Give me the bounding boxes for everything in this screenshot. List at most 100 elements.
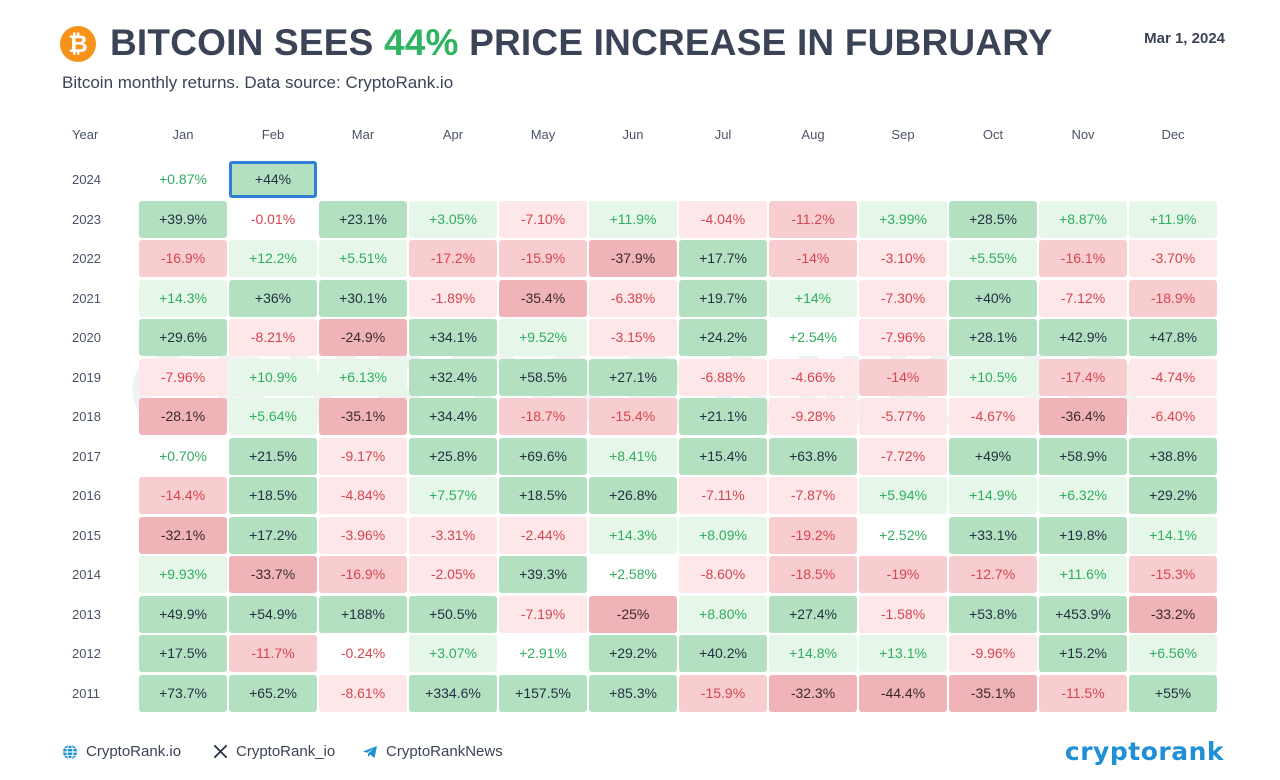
return-cell-2017-jan: +0.70% [159,447,207,464]
return-cell-2014-dec: -15.3% [1129,556,1217,593]
return-cell-2016-jan: -14.4% [139,477,227,514]
return-cell-2023-nov: +8.87% [1039,200,1127,238]
return-cell-2014-jan: +9.93% [139,556,227,593]
return-cell-2013-apr: +50.5% [409,595,497,633]
return-cell-2015-oct: +33.1% [949,516,1037,554]
return-cell-2018-jul: +21.1% [679,398,767,435]
return-cell-2014-nov: +11.6% [1039,556,1127,593]
return-cell-2011-sep: -44.4% [859,674,947,712]
header-month-feb: Feb [261,127,285,142]
return-cell-2017-jun: +8.41% [589,437,677,475]
return-cell-2013-dec: -33.2% [1129,595,1217,633]
return-cell-2021-jan: +14.3% [139,279,227,317]
return-cell-2019-nov: -17.4% [1039,358,1127,396]
header-month-oct: Oct [982,127,1004,142]
return-cell-2019-feb: +10.9% [229,358,317,396]
return-cell-2013-jan: +49.9% [139,595,227,633]
return-cell-2020-may: +9.52% [499,319,587,356]
row-year-2022: 2022 [72,251,101,266]
return-cell-2016-mar: -4.84% [319,477,407,514]
return-cell-2016-sep: +5.94% [859,477,947,514]
return-cell-2018-mar: -35.1% [319,398,407,435]
footer-x-link[interactable]: CryptoRank_io [212,743,335,760]
return-cell-2017-nov: +58.9% [1039,437,1127,475]
footer-telegram-link[interactable]: CryptoRankNews [362,743,503,760]
return-cell-2015-sep: +2.52% [879,526,927,543]
page-title: BITCOIN SEES 44% PRICE INCREASE IN FUBRU… [110,22,1053,64]
return-cell-2017-dec: +38.8% [1129,437,1217,475]
return-cell-2018-jan: -28.1% [139,398,227,435]
return-cell-2014-apr: -2.05% [409,556,497,593]
footer-x-label: CryptoRank_io [236,743,336,760]
return-cell-2014-jul: -8.60% [679,556,767,593]
return-cell-2016-oct: +14.9% [949,477,1037,514]
return-cell-2020-feb: -8.21% [229,319,317,356]
return-cell-2020-nov: +42.9% [1039,319,1127,356]
return-cell-2011-jan: +73.7% [139,674,227,712]
header-month-sep: Sep [891,127,915,142]
return-cell-2022-jan: -16.9% [139,240,227,277]
return-cell-2016-jul: -7.11% [679,477,767,514]
return-cell-2022-apr: -17.2% [409,240,497,277]
return-cell-2013-oct: +53.8% [949,595,1037,633]
return-cell-2013-may: -7.19% [499,595,587,633]
return-cell-2022-jun: -37.9% [589,240,677,277]
return-cell-2012-sep: +13.1% [859,635,947,672]
footer: CryptoRank.io CryptoRank_io CryptoRankNe… [0,735,1280,775]
return-cell-2024-jan: +0.87% [159,171,207,187]
return-cell-2014-may: +39.3% [499,556,587,593]
return-cell-2014-feb: -33.7% [229,556,317,593]
return-cell-2014-oct: -12.7% [949,556,1037,593]
return-cell-2012-jan: +17.5% [139,635,227,672]
return-cell-2017-sep: -7.72% [859,437,947,475]
return-cell-2012-nov: +15.2% [1039,635,1127,672]
return-cell-2023-jun: +11.9% [589,200,677,238]
return-cell-2013-jun: -25% [589,595,677,633]
return-cell-2024-feb: +44% [229,161,317,198]
return-cell-2017-oct: +49% [949,437,1037,475]
return-cell-2018-may: -18.7% [499,398,587,435]
return-cell-2012-apr: +3.07% [409,635,497,672]
return-cell-2014-aug: -18.5% [769,556,857,593]
row-year-2012: 2012 [72,646,101,661]
return-cell-2018-feb: +5.64% [229,398,317,435]
return-cell-2015-feb: +17.2% [229,516,317,554]
return-cell-2016-feb: +18.5% [229,477,317,514]
return-cell-2019-jun: +27.1% [589,358,677,396]
globe-icon [62,743,78,760]
return-cell-2014-sep: -19% [859,556,947,593]
header-month-mar: Mar [351,127,375,142]
row-year-2016: 2016 [72,488,101,503]
return-cell-2015-jun: +14.3% [589,516,677,554]
footer-website[interactable]: CryptoRank.io [62,743,181,760]
return-cell-2011-apr: +334.6% [409,674,497,712]
return-cell-2023-mar: +23.1% [319,200,407,238]
return-cell-2019-apr: +32.4% [409,358,497,396]
return-cell-2020-jul: +24.2% [679,319,767,356]
return-cell-2021-sep: -7.30% [859,279,947,317]
return-cell-2023-oct: +28.5% [949,200,1037,238]
return-cell-2015-apr: -3.31% [409,516,497,554]
title-suffix: PRICE INCREASE IN FUBRUARY [458,22,1053,63]
return-cell-2011-jun: +85.3% [589,674,677,712]
return-cell-2015-nov: +19.8% [1039,516,1127,554]
return-cell-2022-mar: +5.51% [319,240,407,277]
return-cell-2022-jul: +17.7% [679,240,767,277]
return-cell-2021-jul: +19.7% [679,279,767,317]
return-cell-2021-nov: -7.12% [1039,279,1127,317]
return-cell-2019-mar: +6.13% [319,358,407,396]
header-month-dec: Dec [1161,127,1185,142]
subtitle: Bitcoin monthly returns. Data source: Cr… [62,73,454,92]
row-year-2013: 2013 [72,606,101,622]
header-year: Year [72,127,99,142]
return-cell-2013-feb: +54.9% [229,595,317,633]
return-cell-2012-jul: +40.2% [679,635,767,672]
row-year-2018: 2018 [72,409,101,424]
row-year-2020: 2020 [72,330,101,345]
return-cell-2020-oct: +28.1% [949,319,1037,356]
title-prefix: BITCOIN SEES [110,22,384,63]
header-month-jun: Jun [622,127,644,142]
return-cell-2011-aug: -32.3% [769,674,857,712]
return-cell-2017-apr: +25.8% [409,437,497,475]
return-cell-2021-aug: +14% [769,279,857,317]
